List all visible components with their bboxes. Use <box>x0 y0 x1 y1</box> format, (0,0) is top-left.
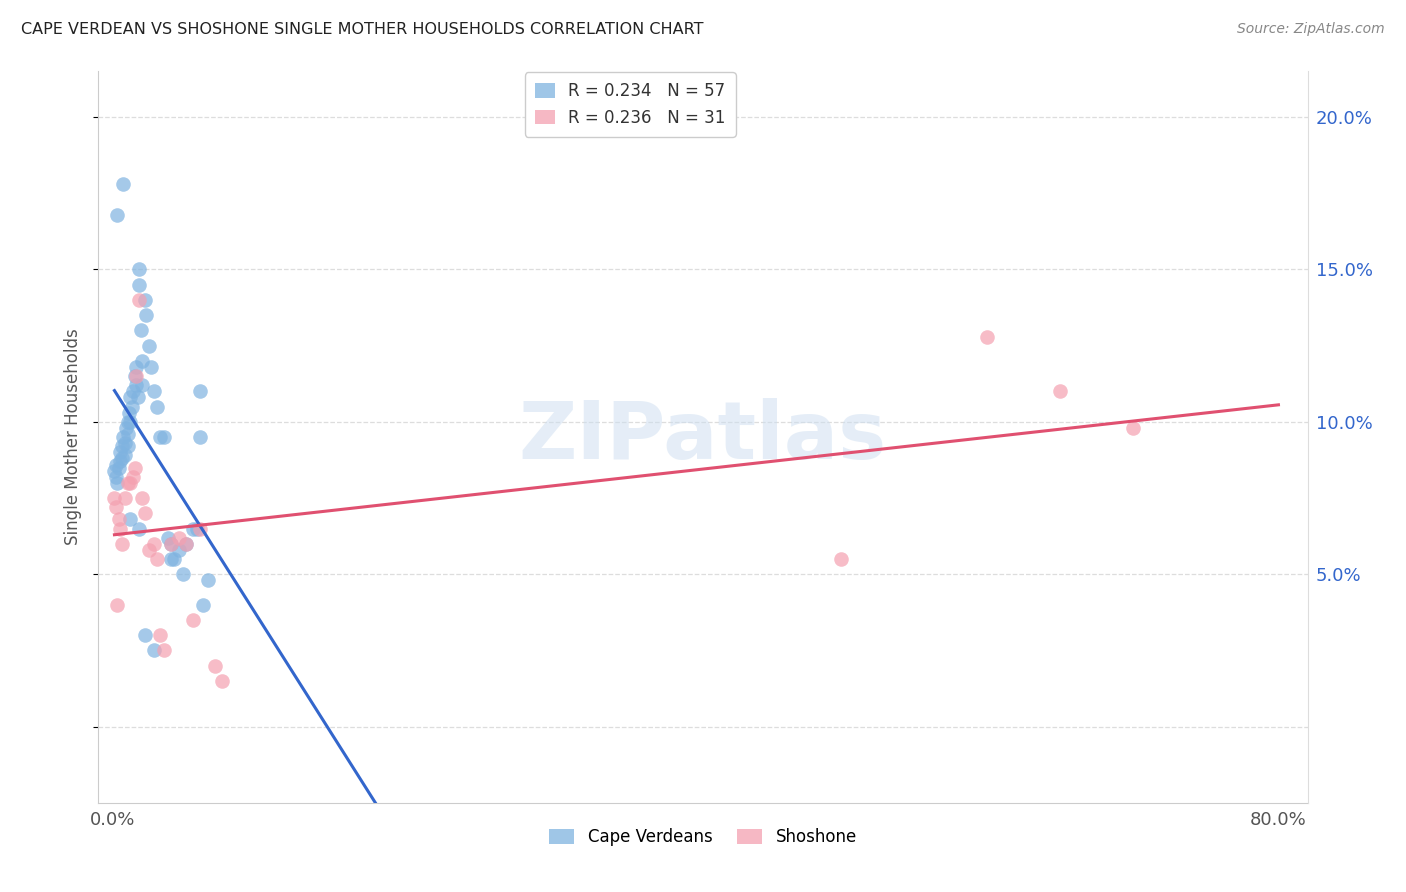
Y-axis label: Single Mother Households: Single Mother Households <box>63 329 82 545</box>
Point <box>127 391 149 405</box>
Point <box>167 542 190 557</box>
Point <box>104 458 127 472</box>
Point <box>142 384 165 399</box>
Point <box>149 628 172 642</box>
Text: ZIPatlas: ZIPatlas <box>519 398 887 476</box>
Point <box>160 552 183 566</box>
Point <box>134 506 156 520</box>
Point <box>142 643 165 657</box>
Text: Source: ZipAtlas.com: Source: ZipAtlas.com <box>1237 22 1385 37</box>
Point <box>157 531 180 545</box>
Point <box>160 537 183 551</box>
Point <box>1049 384 1071 399</box>
Point <box>104 500 127 515</box>
Point <box>128 277 150 292</box>
Point <box>1122 421 1144 435</box>
Point <box>135 308 157 322</box>
Point <box>124 460 146 475</box>
Point <box>128 293 150 307</box>
Point <box>114 448 136 462</box>
Point <box>117 415 139 429</box>
Point <box>112 177 135 191</box>
Point <box>125 369 148 384</box>
Point <box>111 451 134 466</box>
Point <box>131 491 153 505</box>
Point <box>108 460 131 475</box>
Point <box>190 384 212 399</box>
Point <box>103 491 125 505</box>
Point <box>110 445 132 459</box>
Point <box>142 537 165 551</box>
Point <box>167 531 190 545</box>
Point <box>181 521 204 535</box>
Point <box>163 552 186 566</box>
Point <box>105 475 128 490</box>
Point <box>197 574 219 588</box>
Point <box>114 491 136 505</box>
Point <box>976 329 998 343</box>
Point <box>115 421 138 435</box>
Point <box>134 628 156 642</box>
Point <box>160 537 183 551</box>
Point <box>122 469 145 483</box>
Point <box>120 475 142 490</box>
Point <box>104 469 127 483</box>
Point <box>120 391 142 405</box>
Point <box>122 384 145 399</box>
Point <box>174 537 197 551</box>
Point <box>110 521 132 535</box>
Point <box>128 521 150 535</box>
Text: CAPE VERDEAN VS SHOSHONE SINGLE MOTHER HOUSEHOLDS CORRELATION CHART: CAPE VERDEAN VS SHOSHONE SINGLE MOTHER H… <box>21 22 703 37</box>
Point <box>125 359 148 374</box>
Point <box>108 512 131 526</box>
Point <box>120 512 142 526</box>
Point <box>830 552 852 566</box>
Point <box>117 475 139 490</box>
Point <box>138 542 160 557</box>
Point <box>103 464 125 478</box>
Point <box>145 400 167 414</box>
Point <box>117 427 139 442</box>
Point <box>211 673 233 688</box>
Point <box>111 439 134 453</box>
Point <box>105 598 128 612</box>
Point <box>186 521 208 535</box>
Point <box>172 567 194 582</box>
Point <box>181 613 204 627</box>
Point <box>134 293 156 307</box>
Point <box>149 430 172 444</box>
Point <box>190 430 212 444</box>
Point <box>131 354 153 368</box>
Point <box>128 262 150 277</box>
Point <box>190 521 212 535</box>
Point <box>112 430 135 444</box>
Point <box>139 359 162 374</box>
Point <box>129 323 152 337</box>
Point <box>153 643 176 657</box>
Point <box>153 430 176 444</box>
Point <box>204 658 226 673</box>
Point <box>145 552 167 566</box>
Point <box>120 415 142 429</box>
Point <box>193 598 215 612</box>
Point <box>111 537 134 551</box>
Legend: Cape Verdeans, Shoshone: Cape Verdeans, Shoshone <box>543 822 863 853</box>
Point <box>174 537 197 551</box>
Point <box>121 400 143 414</box>
Point <box>117 439 139 453</box>
Point <box>118 406 141 420</box>
Point <box>138 338 160 352</box>
Point <box>125 378 148 392</box>
Point <box>114 436 136 450</box>
Point <box>124 369 146 384</box>
Point <box>131 378 153 392</box>
Point <box>105 208 128 222</box>
Point <box>110 454 132 468</box>
